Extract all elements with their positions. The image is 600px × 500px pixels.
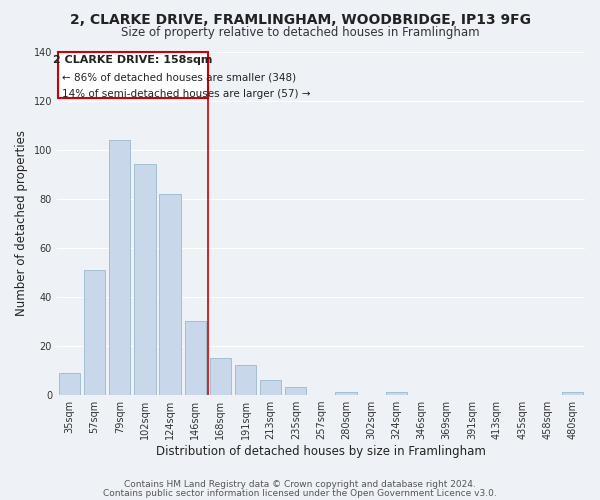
Text: Contains public sector information licensed under the Open Government Licence v3: Contains public sector information licen… (103, 488, 497, 498)
Bar (386, 392, 407, 394)
Bar (335, 392, 357, 394)
Text: 2, CLARKE DRIVE, FRAMLINGHAM, WOODBRIDGE, IP13 9FG: 2, CLARKE DRIVE, FRAMLINGHAM, WOODBRIDGE… (70, 12, 530, 26)
Bar (185, 321, 206, 394)
Bar (59, 372, 80, 394)
Text: ← 86% of detached houses are smaller (348): ← 86% of detached houses are smaller (34… (62, 72, 296, 83)
Bar (109, 140, 130, 394)
Text: Size of property relative to detached houses in Framlingham: Size of property relative to detached ho… (121, 26, 479, 39)
FancyBboxPatch shape (58, 52, 208, 98)
Bar (160, 194, 181, 394)
Bar (285, 387, 307, 394)
Bar (562, 392, 583, 394)
Text: 2 CLARKE DRIVE: 158sqm: 2 CLARKE DRIVE: 158sqm (53, 55, 212, 65)
Bar (134, 164, 155, 394)
Bar (235, 365, 256, 394)
Bar (260, 380, 281, 394)
Bar (84, 270, 106, 394)
Bar (209, 358, 231, 395)
X-axis label: Distribution of detached houses by size in Framlingham: Distribution of detached houses by size … (156, 444, 486, 458)
Y-axis label: Number of detached properties: Number of detached properties (15, 130, 28, 316)
Text: Contains HM Land Registry data © Crown copyright and database right 2024.: Contains HM Land Registry data © Crown c… (124, 480, 476, 489)
Text: 14% of semi-detached houses are larger (57) →: 14% of semi-detached houses are larger (… (62, 88, 310, 99)
